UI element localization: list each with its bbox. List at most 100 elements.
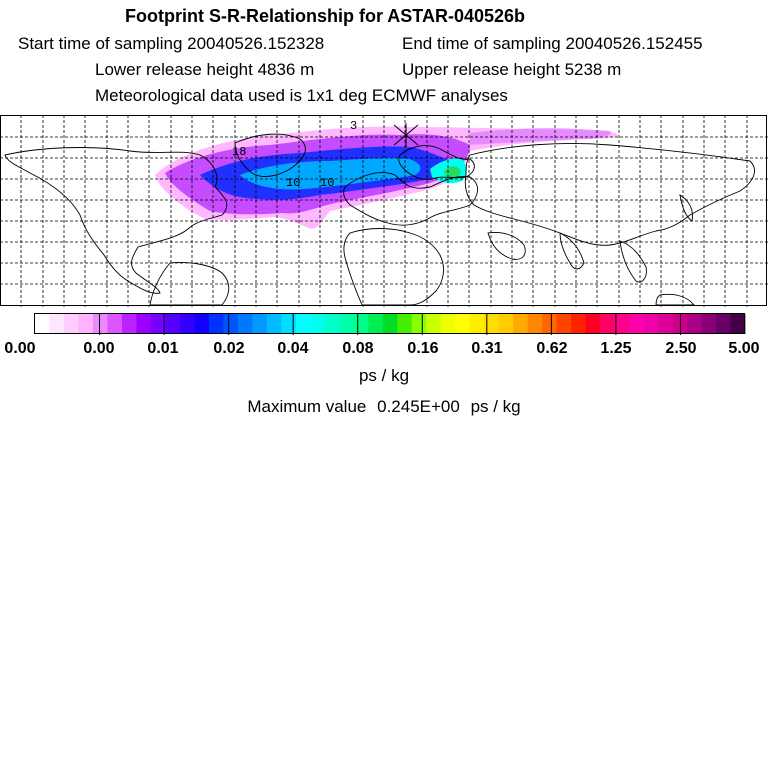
colorbar-cell <box>223 314 239 334</box>
met-data-line: Meteorological data used is 1x1 deg ECMW… <box>95 86 508 105</box>
plume-lightblue <box>240 158 421 190</box>
colorbar-cell <box>339 314 355 334</box>
colorbar-cell <box>513 314 529 334</box>
colorbar-cell <box>600 314 615 334</box>
colorbar-tick-label: 0.02 <box>213 340 245 357</box>
colorbar-cell <box>716 314 731 334</box>
colorbar-cell <box>165 314 181 334</box>
colorbar-cell <box>281 314 297 334</box>
colorbar-cell <box>266 314 282 334</box>
colorbar-cells <box>35 314 746 334</box>
colorbar-cell <box>353 314 369 334</box>
coast-australia-tip <box>655 293 695 306</box>
upper-height-line: Upper release height 5238 m <box>402 60 621 80</box>
contour-label: 18 <box>232 145 246 159</box>
lower-height-line: Lower release height 4836 m <box>95 60 314 80</box>
coast-greenland <box>234 133 306 177</box>
colorbar-tick-label: 2.50 <box>665 340 697 357</box>
colorbar-tick-label: 0.31 <box>471 340 503 357</box>
colorbar-cell <box>107 314 123 334</box>
colorbar-cell <box>687 314 702 334</box>
end-time-value: 20040526.152455 <box>565 34 703 53</box>
colorbar-tick-label: 0.00 <box>4 340 36 357</box>
colorbar-tick-label: 5.00 <box>728 340 760 357</box>
colorbar-major-ticks <box>99 313 681 335</box>
colorbar-cell <box>498 314 514 334</box>
max-value-label: Maximum value <box>247 397 367 416</box>
start-time-line: Start time of sampling 20040526.152328 <box>18 34 324 54</box>
colorbar-cell <box>527 314 543 334</box>
lower-height-label: Lower release height <box>95 60 253 79</box>
upper-height-value: 5238 m <box>564 60 622 79</box>
end-time-label: End time of sampling <box>402 34 561 53</box>
colorbar-tick-label: 0.00 <box>83 340 115 357</box>
start-time-label: Start time of sampling <box>18 34 183 53</box>
coast-africa <box>343 228 444 306</box>
plot-title: Footprint S-R-Relationship for ASTAR-040… <box>124 6 526 26</box>
end-time-line: End time of sampling 20040526.152455 <box>402 34 703 54</box>
colorbar-cell <box>63 314 79 334</box>
colorbar-cell <box>397 314 413 334</box>
footprint-map: 18 10 10 3 <box>0 115 768 307</box>
coast-arabia <box>487 232 526 260</box>
colorbar-cell <box>585 314 601 334</box>
colorbar <box>34 313 746 335</box>
colorbar-cell <box>179 314 195 334</box>
colorbar-cell <box>121 314 137 334</box>
colorbar-cell <box>78 314 94 334</box>
coast-north-america <box>4 147 228 294</box>
colorbar-cell <box>440 314 456 334</box>
colorbar-cell <box>455 314 471 334</box>
colorbar-cell <box>411 314 427 334</box>
colorbar-cell <box>658 314 673 334</box>
colorbar-cell <box>252 314 268 334</box>
coast-india <box>559 232 585 270</box>
max-value-units: ps / kg <box>470 397 521 416</box>
colorbar-cell <box>542 314 558 334</box>
coast-south-america <box>149 262 230 306</box>
colorbar-cell <box>150 314 166 334</box>
colorbar-cell <box>556 314 572 334</box>
colorbar-cell <box>237 314 253 334</box>
lower-height-value: 4836 m <box>257 60 315 79</box>
upper-height-label: Upper release height <box>402 60 560 79</box>
coast-asia <box>464 143 755 246</box>
max-value: 0.245E+00 <box>377 397 460 416</box>
colorbar-cell <box>614 314 630 334</box>
colorbar-cell <box>49 314 65 334</box>
colorbar-cell <box>368 314 384 334</box>
contour-label: 10 <box>320 176 334 190</box>
colorbar-cell <box>310 314 326 334</box>
colorbar-cell <box>730 314 746 334</box>
colorbar-cell <box>295 314 311 334</box>
contour-label: 10 <box>286 176 300 190</box>
colorbar-cell <box>324 314 340 334</box>
contour-label: 3 <box>350 119 357 133</box>
colorbar-cell <box>484 314 500 334</box>
release-site-marker <box>393 123 419 147</box>
colorbar-cell <box>629 314 644 334</box>
colorbar-tick-label: 0.08 <box>342 340 374 357</box>
coast-europe <box>343 172 478 226</box>
maximum-value-line: Maximum value 0.245E+00 ps / kg <box>0 397 768 417</box>
colorbar-tick-label: 0.62 <box>536 340 568 357</box>
colorbar-cell <box>208 314 224 334</box>
colorbar-cell <box>136 314 152 334</box>
colorbar-cell <box>194 314 210 334</box>
colorbar-tick-label: 0.16 <box>407 340 439 357</box>
colorbar-cell <box>469 314 485 334</box>
colorbar-cell <box>92 314 108 334</box>
colorbar-cell <box>643 314 659 334</box>
start-time-value: 20040526.152328 <box>187 34 325 53</box>
colorbar-cell <box>35 314 50 334</box>
colorbar-cell <box>571 314 587 334</box>
colorbar-cell <box>426 314 442 334</box>
colorbar-cell <box>701 314 717 334</box>
colorbar-tick-label: 0.01 <box>147 340 179 357</box>
colorbar-cell <box>382 314 398 334</box>
colorbar-tick-label: 1.25 <box>600 340 632 357</box>
colorbar-units: ps / kg <box>358 366 410 385</box>
colorbar-frame <box>34 313 745 334</box>
colorbar-tick-label: 0.04 <box>277 340 309 357</box>
graticule <box>0 115 768 307</box>
